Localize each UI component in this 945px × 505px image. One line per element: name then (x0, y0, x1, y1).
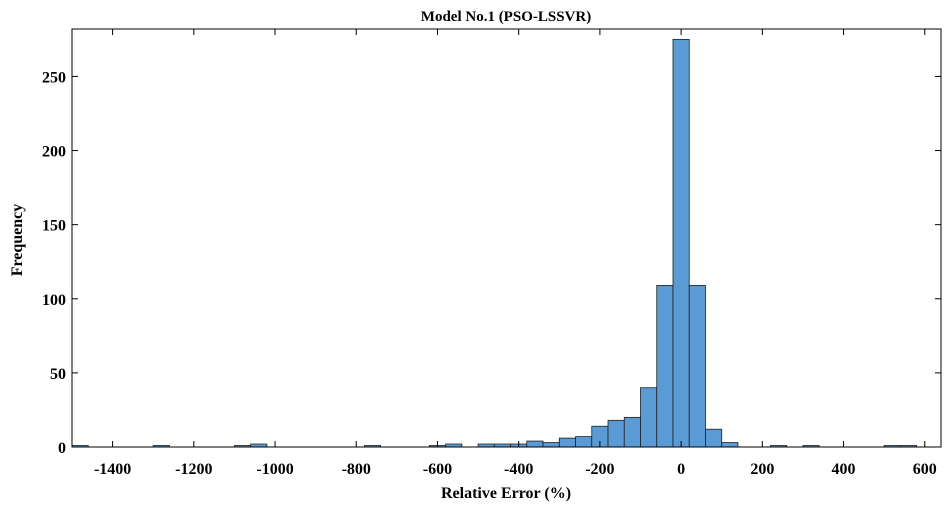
y-tick-label: 0 (58, 440, 66, 457)
histogram-bar (575, 436, 593, 448)
histogram-bar (656, 285, 674, 448)
x-axis-label: Relative Error (%) (441, 485, 571, 502)
x-tick-label: -600 (423, 461, 452, 478)
x-tick-label: -200 (585, 461, 614, 478)
histogram-bar (705, 428, 723, 448)
histogram-bar (721, 442, 739, 448)
plot-frame (71, 28, 942, 448)
histogram-bar (640, 387, 658, 448)
bars-layer (71, 38, 918, 448)
histogram-bar (526, 440, 544, 448)
y-tick-label: 200 (42, 144, 66, 161)
y-tick-label: 50 (50, 366, 66, 383)
x-tick-label: -1000 (256, 461, 293, 478)
y-axis-label: Frequency (9, 204, 26, 277)
histogram-bar (542, 442, 560, 448)
ticks-layer: -1400 -1200 -1000 -800 -600 -400 -200 0 200 400 60… (42, 29, 941, 478)
y-tick-label: 150 (42, 218, 66, 235)
x-tick-label: -1400 (94, 461, 131, 478)
x-tick-label: 600 (913, 461, 937, 478)
x-tick-label: 0 (677, 461, 685, 478)
x-tick-label: -400 (504, 461, 533, 478)
histogram-bar (623, 416, 641, 448)
x-tick-label: -800 (342, 461, 371, 478)
y-tick-label: 250 (42, 69, 66, 86)
histogram-bar (558, 437, 576, 448)
chart-title: Model No.1 (PSO-LSSVR) (421, 9, 591, 25)
histogram-bar (672, 38, 690, 448)
x-tick-label: 200 (750, 461, 774, 478)
histogram-bar (607, 419, 625, 448)
x-tick-label: -1200 (175, 461, 212, 478)
x-tick-label: 400 (832, 461, 856, 478)
y-tick-label: 100 (42, 292, 66, 309)
histogram-bar (688, 285, 706, 448)
